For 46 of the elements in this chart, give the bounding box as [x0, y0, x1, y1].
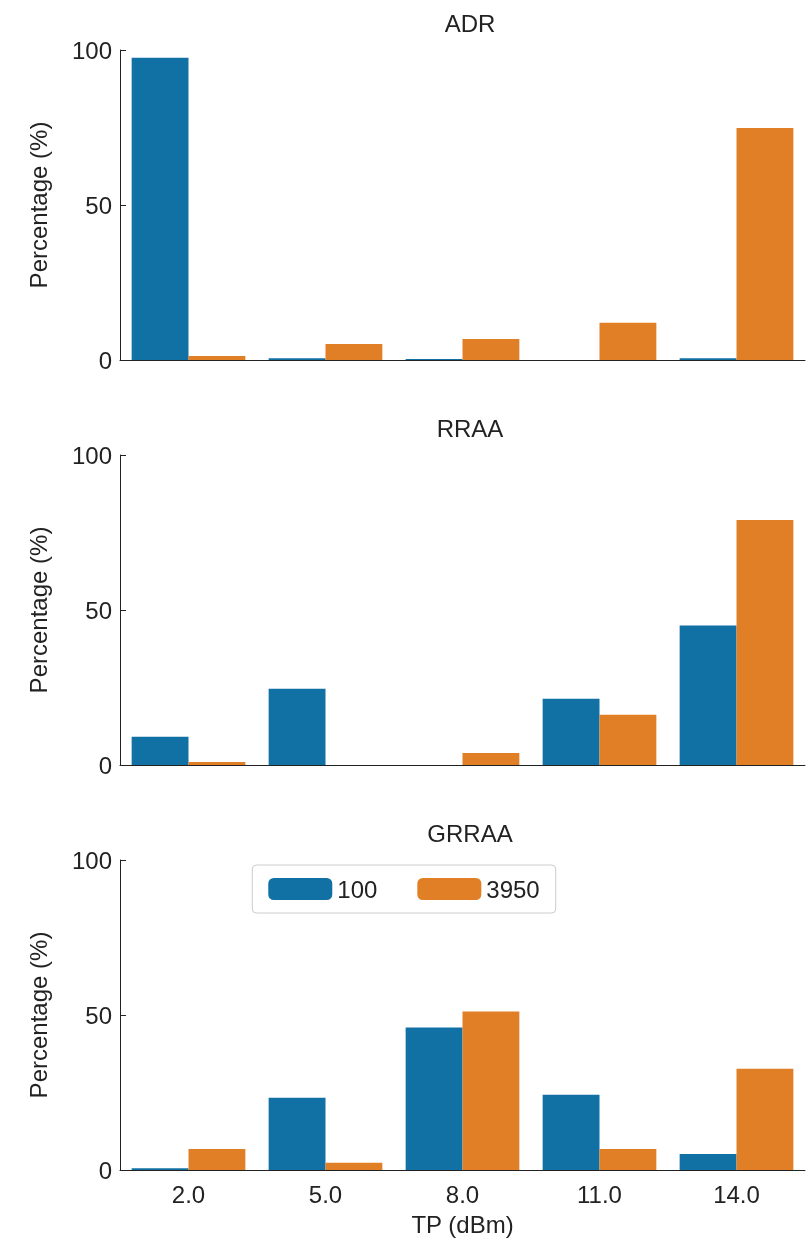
- bar: [188, 1148, 246, 1170]
- y-tick-label: 100: [71, 36, 112, 64]
- bar: [542, 698, 600, 765]
- bar: [462, 752, 520, 765]
- bar: [188, 355, 246, 360]
- y-axis-title: Percentage (%): [24, 931, 52, 1099]
- bar: [325, 343, 383, 360]
- y-tick-label: 50: [85, 596, 112, 624]
- bar: [679, 1153, 737, 1170]
- x-tick-label: 5.0: [308, 1180, 343, 1208]
- bar: [736, 1068, 794, 1170]
- bar: [599, 1148, 657, 1170]
- legend-label: 3950: [486, 875, 540, 903]
- y-tick-label: 50: [85, 1001, 112, 1029]
- bar: [188, 761, 246, 765]
- bar: [268, 1097, 326, 1170]
- y-tick-label: 0: [98, 346, 112, 374]
- bar: [325, 1162, 383, 1170]
- y-tick-label: 0: [98, 751, 112, 779]
- bar: [736, 128, 794, 360]
- legend-label: 100: [337, 875, 378, 903]
- bar: [736, 520, 794, 765]
- y-axis-title: Percentage (%): [24, 526, 52, 694]
- bar: [462, 1011, 520, 1170]
- bar: [131, 736, 189, 765]
- y-tick-label: 50: [85, 191, 112, 219]
- y-axis-title: Percentage (%): [24, 121, 52, 289]
- bar: [679, 625, 737, 765]
- chart-title: RRAA: [436, 414, 504, 442]
- bar: [599, 714, 657, 765]
- x-axis-title: TP (dBm): [411, 1210, 514, 1238]
- y-tick-label: 100: [71, 846, 112, 874]
- x-tick-label: 2.0: [171, 1180, 206, 1208]
- bar: [405, 1027, 463, 1170]
- x-tick-label: 11.0: [577, 1180, 622, 1208]
- y-tick-label: 0: [98, 1156, 112, 1184]
- chart-title: ADR: [444, 9, 496, 37]
- bar: [131, 57, 189, 360]
- bar: [462, 338, 520, 360]
- x-tick-label: 14.0: [713, 1180, 760, 1208]
- bar: [599, 322, 657, 360]
- y-tick-label: 100: [71, 441, 112, 469]
- bar: [268, 688, 326, 765]
- chart-title: GRRAA: [427, 819, 513, 847]
- x-tick-label: 8.0: [445, 1180, 480, 1208]
- bar: [542, 1094, 600, 1170]
